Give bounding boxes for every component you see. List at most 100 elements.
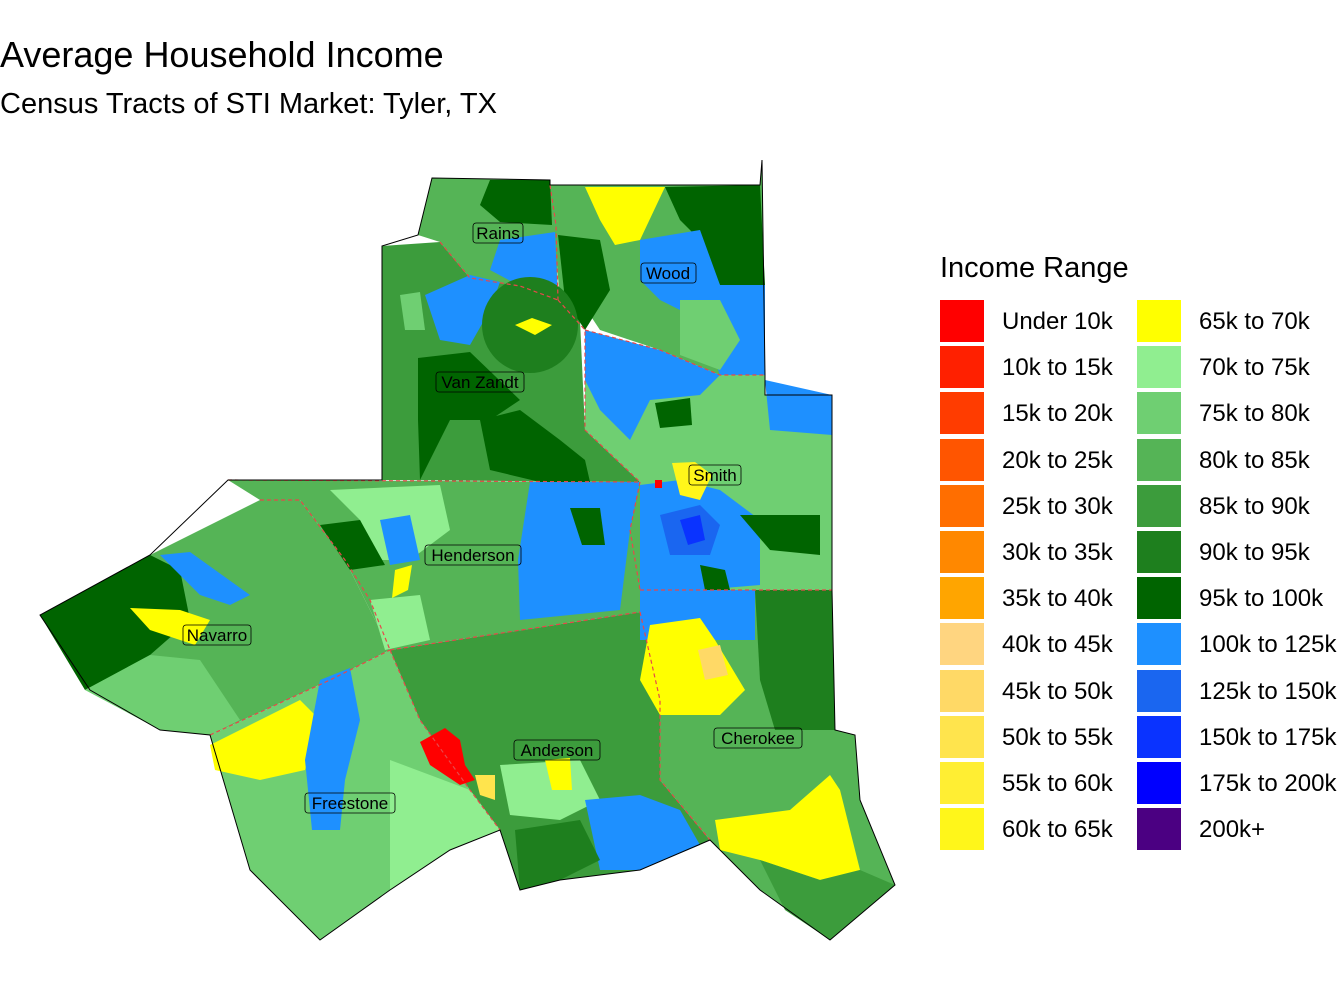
tract-and-yellow xyxy=(475,775,495,800)
legend-label: 50k to 55k xyxy=(1002,723,1113,751)
county-boundaries xyxy=(209,184,832,841)
legend-swatch xyxy=(940,531,984,573)
map-title: Average Household Income xyxy=(0,34,444,75)
county-label-henderson: Henderson xyxy=(424,544,522,566)
legend-item: 20k to 25k xyxy=(940,438,1140,481)
tract-smith-blue-175 xyxy=(680,515,705,545)
legend-item: Under 10k xyxy=(940,300,1140,342)
boundary-hend-navarro xyxy=(260,499,391,651)
legend-label: 30k to 35k xyxy=(1002,539,1113,566)
boundary-vz-hend xyxy=(227,479,641,483)
legend-swatch xyxy=(940,577,984,620)
legend-item: 35k to 40k xyxy=(940,577,1140,620)
legend-item: 80k to 85k xyxy=(1137,438,1337,481)
legend-label: 20k to 25k xyxy=(1002,446,1113,474)
county-label-text: Wood xyxy=(646,264,690,283)
tract-free-yellow xyxy=(210,700,320,780)
tract-smith-blue-nw xyxy=(585,330,720,440)
tract-vz-dark2 xyxy=(480,410,590,482)
tract-hend-light2 xyxy=(370,595,430,650)
legend-label: 85k to 90k xyxy=(1199,492,1310,520)
legend-item: 95k to 100k xyxy=(1137,577,1337,620)
tract-vz-yellow xyxy=(515,318,552,335)
tract-cher-tan xyxy=(698,645,728,680)
tract-smith-dark xyxy=(655,398,692,428)
legend-item: 45k to 50k xyxy=(940,669,1140,712)
legend-swatch xyxy=(1137,623,1181,666)
tract-cher-yellow-south xyxy=(715,775,860,880)
legend-item: 150k to 175k xyxy=(1137,715,1337,758)
county-label-text: Smith xyxy=(693,466,736,485)
legend-label: 100k to 125k xyxy=(1199,631,1337,659)
county-label-navarro: Navarro xyxy=(182,624,252,646)
county-label-text: Anderson xyxy=(521,741,594,760)
tract-vz-light xyxy=(400,292,425,330)
tract-and-blue xyxy=(585,795,700,870)
legend-item: 15k to 20k xyxy=(940,392,1140,435)
legend-label: Under 10k xyxy=(1002,308,1113,335)
legend-label: 45k to 50k xyxy=(1002,677,1113,705)
tract-wood-dark xyxy=(665,185,765,285)
legend-swatch xyxy=(940,715,984,758)
legend-item: 25k to 30k xyxy=(940,484,1140,527)
legend-swatch xyxy=(940,808,984,851)
map-subtitle: Census Tracts of STI Market: Tyler, TX xyxy=(0,88,497,120)
tract-hend-blue xyxy=(380,515,420,565)
county-label-vanzandt: Van Zandt xyxy=(435,371,525,393)
tract-and-light xyxy=(500,760,600,820)
boundary-rains-vz xyxy=(439,241,559,301)
legend-label: 90k to 95k xyxy=(1199,539,1310,566)
legend-item: 65k to 70k xyxy=(1137,300,1337,342)
tract-and-dark xyxy=(515,820,600,890)
legend-label: 70k to 75k xyxy=(1199,354,1310,382)
boundary-hend-and xyxy=(389,611,641,651)
legend-item: 30k to 35k xyxy=(940,531,1140,573)
market-outline xyxy=(39,159,896,941)
county-label-wood: Wood xyxy=(640,262,697,284)
legend-item: 125k to 150k xyxy=(1137,669,1337,712)
tract-smith-dark-east xyxy=(740,515,820,555)
legend-swatch xyxy=(1137,762,1181,804)
legend-label: 80k to 85k xyxy=(1199,446,1310,474)
legend-swatch xyxy=(1137,346,1181,389)
legend-label: 150k to 175k xyxy=(1199,723,1337,751)
tract-smith-blue-ne xyxy=(765,380,832,435)
legend-label: 15k to 20k xyxy=(1002,400,1113,428)
tract-cher-dark xyxy=(755,590,835,730)
boundary-vz-smith xyxy=(557,299,641,483)
tract-free-blue xyxy=(305,668,360,830)
legend-item: 70k to 75k xyxy=(1137,346,1337,389)
legend-label: 75k to 80k xyxy=(1199,400,1310,428)
tract-and-red xyxy=(420,728,475,785)
tract-wood-yellow xyxy=(585,187,665,245)
county-label-text: Freestone xyxy=(312,794,389,813)
legend-swatch xyxy=(1137,577,1181,620)
legend-swatch xyxy=(940,484,984,527)
boundary-free-and xyxy=(389,649,501,831)
county-label-text: Van Zandt xyxy=(441,373,518,392)
boundary-wood-smith xyxy=(584,329,765,376)
county-labels: Rains Wood Van Zandt Smith Henderson Nav… xyxy=(182,222,803,814)
tract-nav-light xyxy=(85,655,240,735)
legend-label: 10k to 15k xyxy=(1002,354,1113,382)
legend-item: 175k to 200k xyxy=(1137,762,1337,804)
legend-swatch xyxy=(1137,300,1181,342)
tract-cher-yellow xyxy=(640,618,745,715)
legend-swatch xyxy=(940,300,984,342)
county-label-freestone: Freestone xyxy=(304,792,396,814)
boundary-and-cher xyxy=(639,611,711,841)
tract-nav-yellow xyxy=(130,608,210,645)
tract-free-light xyxy=(390,760,500,890)
boundary-smith-hend xyxy=(629,481,641,591)
tract-hend-yellow xyxy=(392,565,412,598)
legend-title: Income Range xyxy=(940,252,1129,284)
tract-smith-west-blue xyxy=(518,482,640,620)
legend-swatch xyxy=(1137,484,1181,527)
tract-hend-dark xyxy=(320,520,385,570)
legend-swatch xyxy=(1137,438,1181,481)
legend-swatch xyxy=(1137,808,1181,851)
legend-swatch xyxy=(940,346,984,389)
legend-item: 10k to 15k xyxy=(940,346,1140,389)
legend-item: 100k to 125k xyxy=(1137,623,1337,666)
